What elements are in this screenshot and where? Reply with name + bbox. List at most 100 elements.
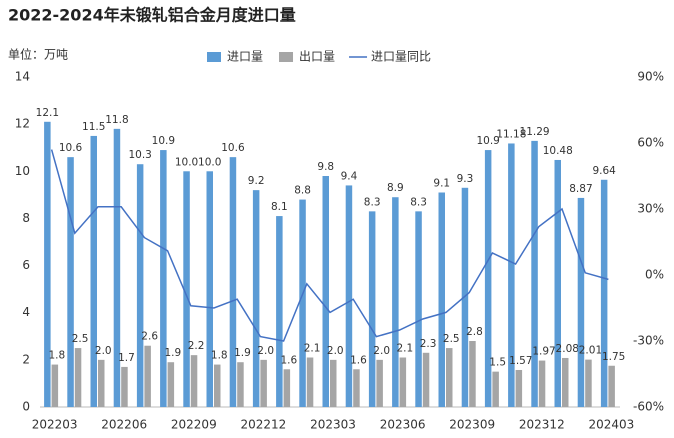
value-label: 12.1 [36,107,59,119]
bar [531,140,538,407]
bar [538,360,546,407]
value-label: 2.01 [579,345,602,357]
value-label: 10.9 [152,135,175,147]
y-tick-label: 2 [22,352,30,366]
line [50,149,609,342]
legend-label: 进口量同比 [371,50,431,64]
y-tick-label: 6 [22,258,30,272]
bar [306,357,314,407]
y-axis-label: 单位：万吨 [8,47,68,62]
value-label: 2.0 [373,345,390,357]
x-tick-label: 202206 [101,418,147,432]
x-tick-label: 202203 [32,418,78,432]
y2-tick-label: -60% [633,400,664,414]
legend-swatch [279,52,294,62]
bar [229,157,237,407]
value-label: 1.6 [280,354,297,366]
y2-tick-label: 0% [645,268,664,282]
value-label: 1.8 [211,350,228,362]
value-label: 10.0 [175,156,198,168]
value-label: 9.4 [341,170,358,182]
bar [136,164,144,407]
x-tick-label: 202303 [310,418,356,432]
value-label: 1.9 [164,347,181,359]
bar [461,187,469,407]
y-tick-label: 8 [22,211,30,225]
y2-tick-label: -30% [633,334,664,348]
bar [44,121,51,408]
bar [121,366,128,407]
bar [585,359,592,407]
value-label: 2.6 [141,331,158,343]
bar [422,352,430,407]
bar [554,159,561,407]
bar [283,369,291,407]
value-label: 2.08 [556,343,579,355]
bar [190,355,198,407]
bar [577,197,585,407]
bar [237,362,244,407]
bar [113,128,121,407]
y-tick-label: 12 [15,117,30,131]
value-label: 2.0 [95,345,112,357]
bar [353,369,360,407]
bar [508,143,515,407]
y2-tick-label: 90% [637,70,664,84]
bar [67,157,74,407]
y-tick-label: 4 [22,305,30,319]
value-label: 10.3 [128,149,151,161]
y2-tick-label: 60% [637,136,664,150]
value-label: 11.5 [82,121,105,133]
bar [600,179,608,407]
bar [446,348,453,407]
value-label: 2.0 [327,345,344,357]
y-tick-label: 10 [15,164,30,178]
x-tick-label: 202209 [171,418,217,432]
value-label: 8.1 [271,201,288,213]
bar [608,365,615,407]
bar [562,357,569,407]
value-label: 9.3 [457,173,474,185]
bar [144,345,151,407]
bar [376,359,383,407]
value-label: 2.3 [420,338,437,350]
x-tick-label: 202312 [519,418,565,432]
value-label: 1.9 [234,347,251,359]
value-label: 2.1 [304,343,321,355]
value-label: 1.97 [532,346,555,358]
value-label: 10.9 [476,135,499,147]
value-label: 8.3 [410,196,427,208]
bar [183,171,190,407]
value-label: 9.2 [248,175,265,187]
value-label: 2.8 [466,326,483,338]
bar [484,150,492,408]
value-label: 1.8 [48,350,65,362]
value-label: 10.6 [221,142,245,154]
bar [90,135,97,407]
bar [276,216,283,407]
x-tick-label: 202306 [380,418,426,432]
value-label: 11.29 [520,126,550,138]
value-label: 2.5 [72,333,89,345]
bar [252,190,260,407]
bar [322,176,329,407]
bar [492,371,499,407]
y2-tick-label: 30% [637,202,664,216]
bar [51,364,59,407]
y-tick-label: 14 [15,70,30,84]
value-label: 2.1 [396,343,413,355]
value-label: 1.6 [350,354,367,366]
bar [438,192,445,407]
bar [399,357,407,407]
legend-label: 进口量 [227,50,263,64]
bar [469,341,476,407]
value-label: 9.64 [592,165,616,177]
value-label: 2.5 [443,333,460,345]
bar [392,197,399,407]
value-label: 10.48 [543,145,573,157]
bar [368,211,376,407]
legend-label: 出口量 [299,50,335,64]
x-tick-label: 202212 [240,418,286,432]
bar [74,348,82,407]
